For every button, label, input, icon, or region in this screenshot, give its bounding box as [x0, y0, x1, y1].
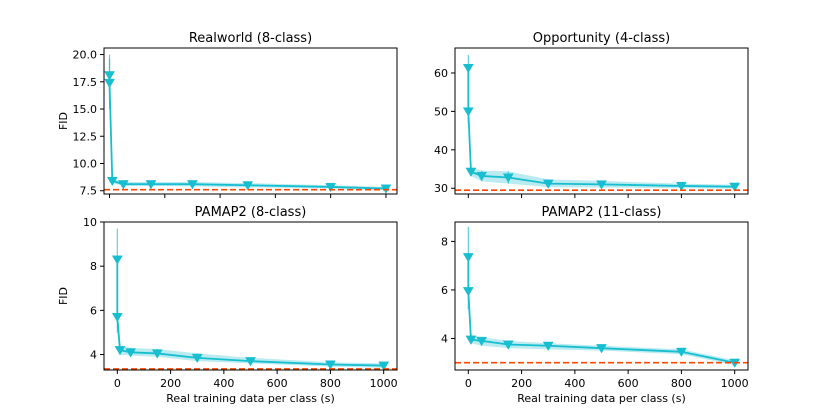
panel-title: PAMAP2 (8-class)	[195, 205, 307, 220]
data-point	[111, 312, 123, 323]
y-tick-label: 15.0	[73, 103, 98, 116]
x-tick-label: 600	[267, 377, 288, 390]
x-tick-label: 600	[618, 377, 639, 390]
y-tick-label: 50	[434, 105, 448, 118]
y-axis-label: FID	[57, 112, 70, 130]
data-point	[462, 63, 474, 74]
confidence-band	[468, 54, 735, 189]
data-point	[462, 107, 474, 117]
axes-frame	[103, 47, 398, 195]
x-axis-label: Real training data per class (s)	[517, 392, 685, 405]
y-tick-label: 20.0	[73, 49, 98, 62]
x-tick-label: 200	[511, 377, 532, 390]
panel-title: Opportunity (4-class)	[533, 31, 671, 46]
x-tick-label: 400	[564, 377, 585, 390]
y-tick-label: 17.5	[73, 76, 98, 89]
data-point	[462, 253, 474, 263]
data-point	[325, 182, 337, 193]
data-point	[729, 182, 741, 192]
y-tick-label: 4	[441, 332, 448, 345]
data-point	[111, 255, 123, 265]
data-point	[114, 346, 126, 356]
data-point	[675, 347, 687, 358]
y-tick-label: 7.5	[80, 185, 98, 198]
chart-panel-1: Realworld (8-class) 7.5 10.0 12.5 15.0 17.5 20…	[57, 31, 398, 198]
data-point	[476, 336, 488, 347]
data-point	[542, 341, 554, 351]
data-point	[187, 180, 198, 190]
data-point	[596, 344, 607, 354]
data-point	[151, 349, 163, 359]
axes-frame	[454, 47, 749, 195]
series-line	[108, 75, 386, 190]
confidence-band	[117, 228, 384, 368]
x-tick-label: 1000	[370, 377, 398, 390]
y-tick-label: 10.0	[73, 157, 98, 170]
data-point	[145, 180, 157, 190]
data-point	[542, 179, 554, 189]
panel-title: Realworld (8-class)	[189, 31, 312, 46]
plot-area	[455, 226, 748, 368]
data-point	[117, 180, 129, 190]
y-tick-label: 4	[90, 349, 97, 362]
plot-area	[455, 54, 748, 192]
y-tick-label: 10	[83, 216, 97, 229]
data-point	[191, 353, 203, 364]
x-tick-label: 800	[671, 377, 692, 390]
y-tick-label: 12.5	[73, 130, 98, 143]
data-point	[462, 287, 474, 297]
data-point	[502, 173, 514, 183]
x-tick-label: 0	[465, 377, 472, 390]
data-point	[104, 71, 115, 81]
x-tick-label: 1000	[721, 377, 749, 390]
data-point	[476, 171, 488, 182]
x-tick-label: 800	[320, 377, 341, 390]
axes-frame	[103, 221, 398, 371]
series-line	[467, 67, 735, 188]
data-point	[106, 176, 118, 187]
data-point	[675, 181, 687, 192]
plot-area	[104, 54, 397, 194]
x-tick-label: 0	[114, 377, 121, 390]
chart-panel-4: PAMAP2 (11-class) 4 6 8 0 200 400 600 800 1000 Rea…	[441, 205, 749, 405]
plot-area	[104, 228, 397, 370]
chart-panel-3: PAMAP2 (8-class) 4 6 8 10 0 200 400 600 800 1000 FI…	[57, 205, 398, 405]
data-point	[242, 181, 254, 191]
data-point	[324, 360, 336, 370]
x-tick-label: 400	[213, 377, 234, 390]
data-point	[465, 167, 477, 177]
y-tick-label: 8	[441, 235, 448, 248]
data-point	[104, 78, 115, 89]
chart-panel-2: Opportunity (4-class) 30 40 50 60	[434, 31, 749, 198]
data-point	[378, 361, 390, 370]
axes-frame	[454, 221, 749, 371]
y-tick-label: 60	[434, 67, 448, 80]
data-point	[465, 335, 477, 345]
y-axis-label: FID	[57, 287, 70, 305]
x-axis-label: Real training data per class (s)	[166, 392, 334, 405]
confidence-band	[109, 54, 386, 191]
y-tick-label: 40	[434, 144, 448, 157]
data-point	[245, 357, 256, 367]
data-point	[596, 180, 607, 190]
y-tick-label: 30	[434, 182, 448, 195]
y-tick-label: 6	[441, 284, 448, 297]
panel-title: PAMAP2 (11-class)	[542, 205, 662, 220]
x-tick-label: 200	[160, 377, 181, 390]
y-tick-label: 6	[90, 304, 97, 317]
data-point	[125, 348, 137, 358]
y-tick-label: 8	[90, 260, 97, 273]
data-point	[502, 340, 514, 350]
